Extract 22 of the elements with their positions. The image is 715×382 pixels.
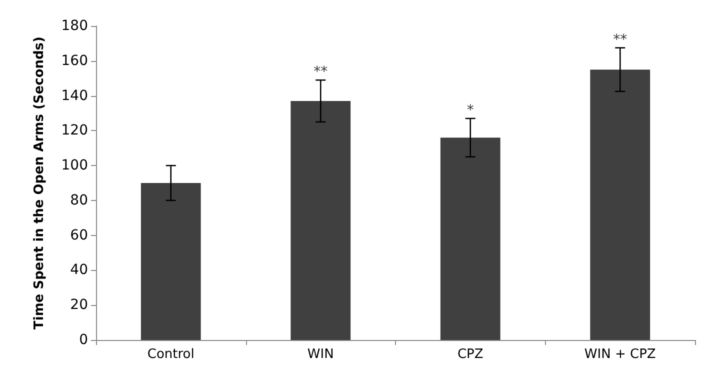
y-tick-label: 160 <box>61 52 88 69</box>
annotation: * <box>466 102 474 118</box>
x-tick-label: CPZ <box>457 347 484 362</box>
y-axis-title: Time Spent in the Open Arms (Seconds) <box>32 36 47 330</box>
y-tick-label: 120 <box>61 122 88 139</box>
y-tick-label: 40 <box>70 262 88 278</box>
y-tick-label: 100 <box>61 158 88 174</box>
y-tick-label: 80 <box>70 192 88 208</box>
y-tick-label: 60 <box>70 227 88 244</box>
y-tick-label: 20 <box>70 297 88 314</box>
x-tick-label: Control <box>147 347 194 362</box>
y-tick-label: 140 <box>61 88 88 104</box>
annotation: ** <box>613 32 628 48</box>
bar <box>440 138 500 340</box>
annotation: ** <box>314 64 328 80</box>
bar <box>140 183 201 340</box>
x-tick-label: WIN + CPZ <box>584 347 656 362</box>
bar <box>590 70 650 340</box>
bar <box>290 101 351 340</box>
y-tick-label: 0 <box>79 332 88 348</box>
y-tick-label: 180 <box>61 18 88 34</box>
x-tick-label: WIN <box>307 347 334 362</box>
